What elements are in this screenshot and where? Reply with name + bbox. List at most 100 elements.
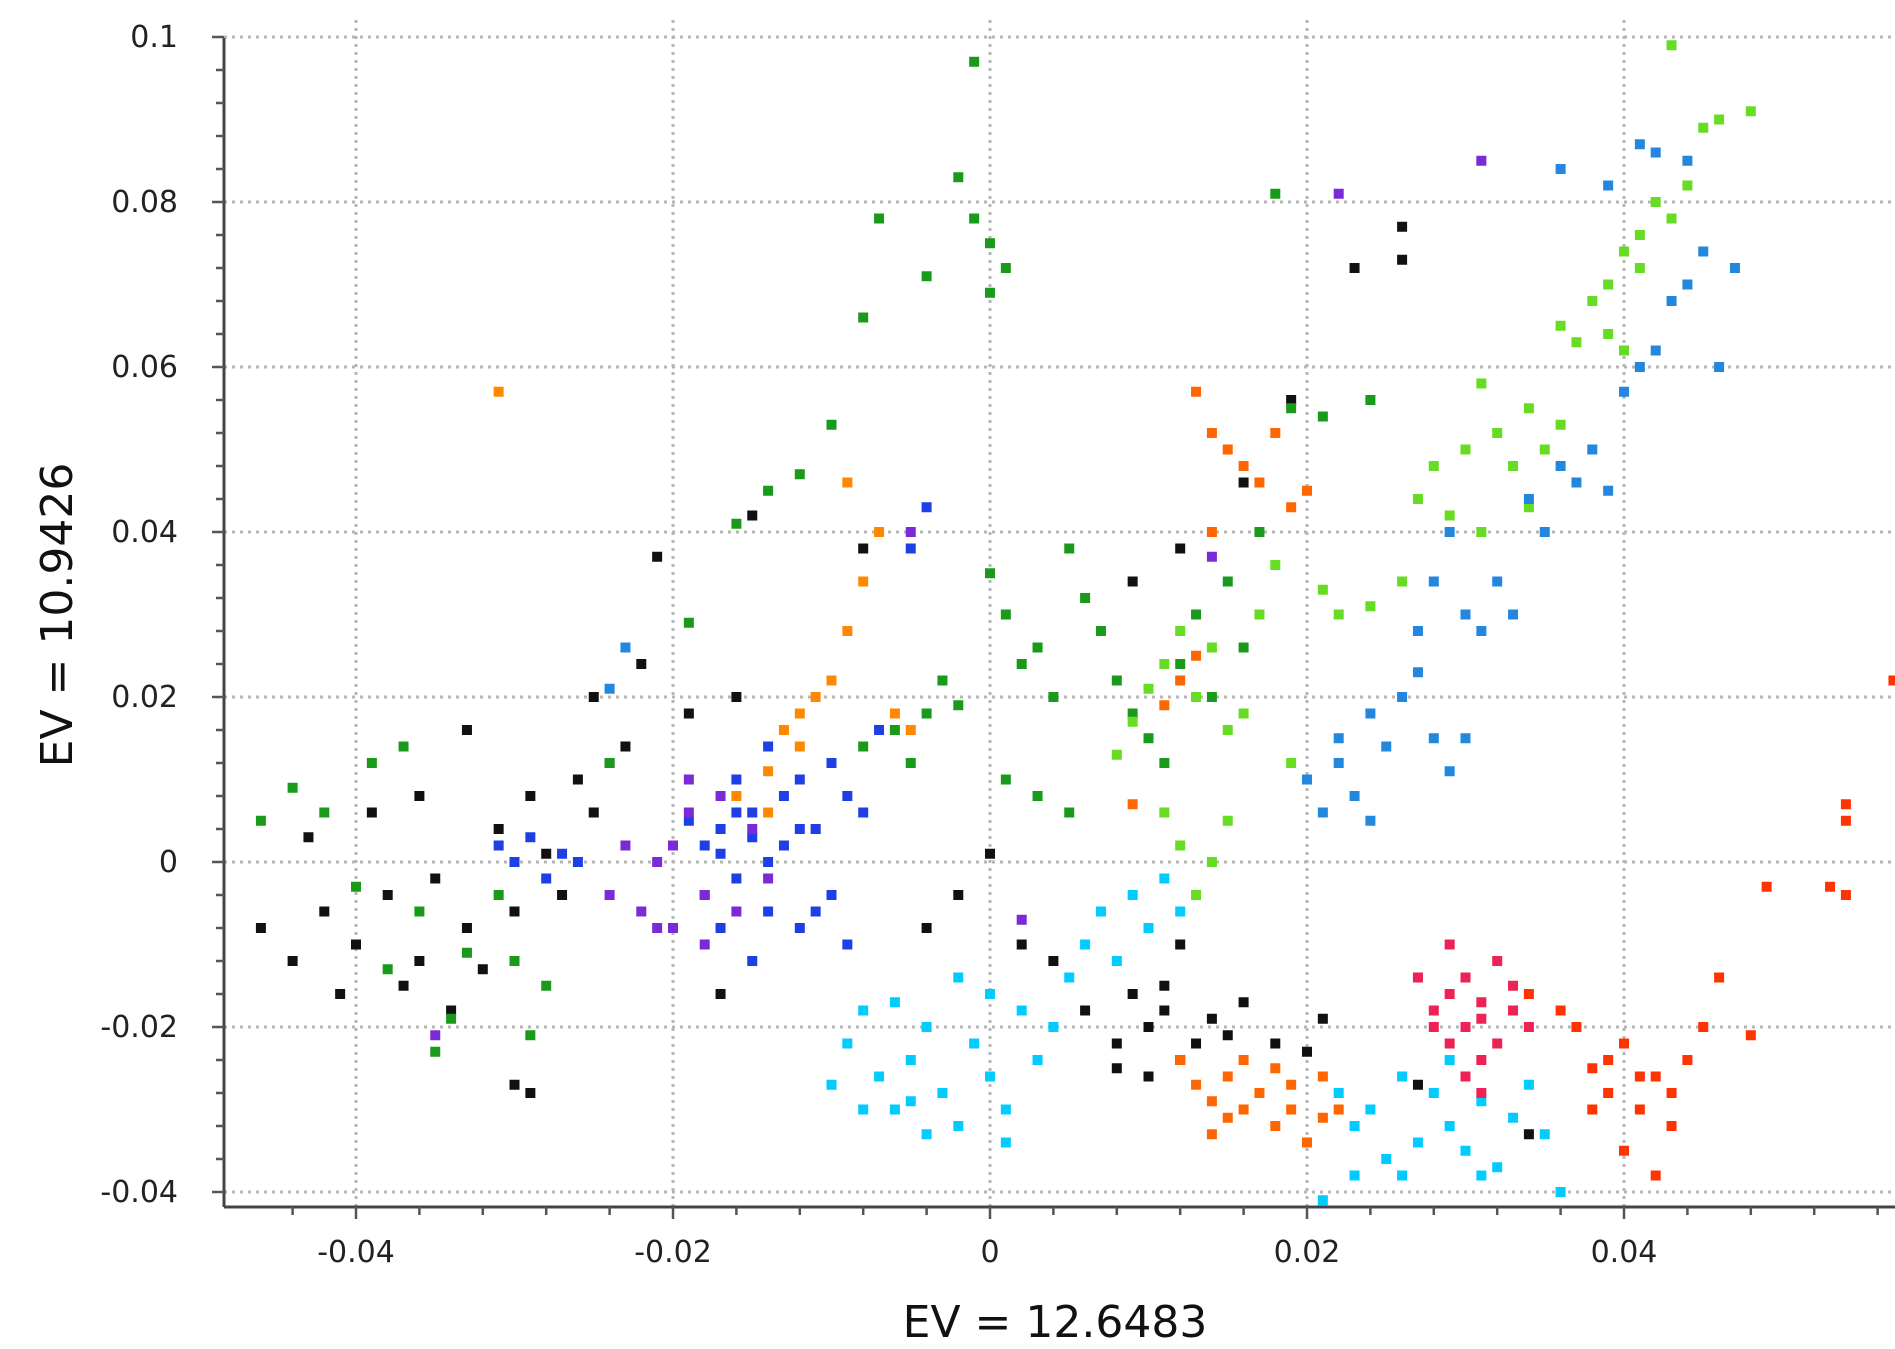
scatter-point xyxy=(794,824,805,834)
scatter-point xyxy=(351,881,361,892)
scatter-point xyxy=(1825,881,1836,892)
scatter-point xyxy=(1587,444,1598,455)
scatter-point xyxy=(1634,139,1645,150)
scatter-point xyxy=(905,527,916,537)
scatter-point xyxy=(1397,576,1408,587)
scatter-point xyxy=(1587,296,1598,306)
scatter-point xyxy=(1460,1071,1471,1082)
scatter-point xyxy=(921,502,932,513)
scatter-point xyxy=(1650,1071,1661,1082)
scatter-point xyxy=(1523,403,1534,414)
scatter-point xyxy=(1270,1038,1281,1049)
scatter-point xyxy=(366,758,377,768)
scatter-point xyxy=(1603,485,1614,496)
scatter-point xyxy=(874,213,885,224)
scatter-point xyxy=(1000,263,1011,273)
scatter-point xyxy=(1175,939,1186,950)
scatter-point xyxy=(382,890,393,900)
scatter-point xyxy=(1587,1063,1598,1074)
scatter-point xyxy=(461,923,472,933)
scatter-point xyxy=(493,890,504,900)
scatter-point xyxy=(1302,485,1312,496)
scatter-point xyxy=(525,791,536,801)
scatter-point xyxy=(1143,1071,1154,1082)
scatter-point xyxy=(541,873,552,884)
scatter-point xyxy=(747,956,758,966)
scatter-point xyxy=(1206,428,1217,438)
scatter-point xyxy=(588,807,599,818)
x-tick-labels: -0.04 -0.02 0 0.02 0.04 xyxy=(317,1235,1657,1270)
scatter-point xyxy=(1111,749,1122,760)
scatter-point xyxy=(810,906,821,917)
scatter-point xyxy=(1539,527,1550,537)
scatter-point xyxy=(1508,980,1519,991)
x-tick-label: 0 xyxy=(980,1235,999,1270)
scatter-point xyxy=(620,642,631,653)
scatter-point xyxy=(747,510,758,521)
scatter-point xyxy=(1254,477,1265,488)
scatter-point xyxy=(652,551,663,562)
scatter-point xyxy=(858,1005,869,1016)
scatter-point xyxy=(1587,1104,1598,1115)
scatter-point xyxy=(557,890,568,900)
scatter-point xyxy=(1175,626,1186,636)
scatter-point xyxy=(794,923,805,933)
y-tick-label: 0.06 xyxy=(111,350,178,385)
scatter-point xyxy=(763,807,774,818)
scatter-point xyxy=(557,848,568,859)
scatter-point xyxy=(1840,890,1851,900)
scatter-point xyxy=(1143,683,1154,694)
scatter-point xyxy=(1127,799,1138,810)
scatter-point xyxy=(1349,263,1360,273)
scatter-point xyxy=(1206,1129,1217,1140)
scatter-point xyxy=(747,832,758,843)
scatter-point xyxy=(493,840,504,851)
scatter-point xyxy=(1397,254,1408,265)
scatter-point xyxy=(1682,1055,1693,1065)
scatter-point xyxy=(794,708,805,719)
y-tick-label: 0.04 xyxy=(111,515,178,550)
scatter-point xyxy=(1619,386,1629,397)
scatter-point xyxy=(1286,758,1297,768)
scatter-point xyxy=(1349,791,1360,801)
scatter-point xyxy=(763,741,774,752)
scatter-point xyxy=(1286,395,1297,405)
y-tick-label: 0.1 xyxy=(130,20,178,55)
y-axis-title: EV = 10.9426 xyxy=(32,463,83,768)
scatter-point xyxy=(1317,411,1328,422)
scatter-point xyxy=(1270,560,1281,570)
scatter-point xyxy=(1840,815,1851,826)
scatter-point xyxy=(1206,551,1217,562)
scatter-point xyxy=(1032,791,1043,801)
scatter-point xyxy=(763,857,774,867)
scatter-point xyxy=(683,807,694,818)
scatter-point xyxy=(1619,345,1629,356)
scatter-point xyxy=(763,485,774,496)
scatter-point xyxy=(1460,609,1471,620)
scatter-point xyxy=(1365,1104,1376,1115)
scatter-point xyxy=(1191,1038,1202,1049)
scatter-point xyxy=(1000,1137,1011,1148)
scatter-point xyxy=(842,477,853,488)
scatter-point xyxy=(1127,989,1138,999)
scatter-point xyxy=(683,815,694,826)
scatter-point xyxy=(1238,477,1249,488)
scatter-point xyxy=(1412,626,1423,636)
scatter-point xyxy=(398,741,409,752)
scatter-point xyxy=(1143,923,1154,933)
scatter-point xyxy=(1666,1121,1677,1131)
scatter-point xyxy=(699,890,710,900)
scatter-point xyxy=(1444,766,1455,777)
scatter-point xyxy=(858,576,869,587)
scatter-point xyxy=(985,287,995,298)
scatter-point xyxy=(1064,807,1075,818)
scatter-point xyxy=(1539,444,1550,455)
scatter-point xyxy=(1476,155,1487,166)
scatter-point xyxy=(1206,527,1217,537)
scatter-point xyxy=(1191,609,1202,620)
scatter-point xyxy=(1111,1063,1122,1074)
scatter-point xyxy=(1745,1030,1756,1041)
scatter-point xyxy=(905,1096,916,1107)
scatter-point xyxy=(1238,1055,1249,1065)
scatter-point xyxy=(446,1005,457,1016)
